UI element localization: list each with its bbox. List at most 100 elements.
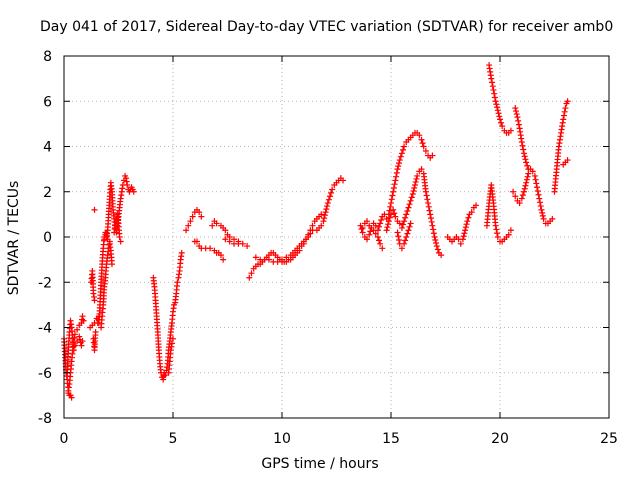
data-point — [518, 138, 525, 145]
data-point — [399, 146, 406, 153]
data-point — [401, 143, 408, 150]
data-point — [516, 200, 523, 207]
data-point — [108, 261, 115, 268]
data-point — [499, 123, 506, 130]
data-point — [364, 218, 371, 225]
data-point — [395, 237, 402, 244]
data-point — [274, 258, 281, 265]
data-points — [61, 62, 571, 401]
data-point — [427, 215, 434, 222]
data-point — [520, 146, 527, 153]
data-point — [70, 347, 77, 354]
data-point — [429, 152, 436, 159]
data-point — [461, 230, 468, 237]
data-point — [407, 197, 414, 204]
data-point — [431, 234, 438, 240]
x-axis-label: GPS time / hours — [261, 456, 379, 472]
data-point — [398, 150, 405, 157]
data-point — [561, 108, 568, 115]
y-tick-label: -4 — [38, 321, 52, 337]
data-point — [462, 227, 469, 234]
data-point — [162, 372, 169, 379]
data-point — [491, 90, 498, 97]
data-point — [430, 226, 437, 233]
data-point — [198, 213, 205, 220]
data-point — [416, 132, 423, 139]
data-point — [409, 191, 416, 198]
data-point — [386, 207, 393, 214]
data-point — [396, 220, 403, 227]
data-point — [329, 186, 336, 193]
data-point — [404, 207, 411, 214]
data-point — [399, 221, 406, 228]
data-point — [168, 340, 175, 347]
data-point — [393, 173, 400, 180]
y-tick-label: 2 — [43, 185, 52, 201]
data-point — [523, 176, 530, 183]
data-point — [514, 114, 521, 121]
data-point — [529, 168, 536, 175]
data-point — [426, 207, 433, 214]
data-point — [523, 179, 530, 186]
y-axis-label: SDTVAR / TECUs — [6, 180, 22, 296]
data-point — [512, 105, 519, 112]
data-point — [358, 226, 365, 233]
data-point — [244, 243, 251, 250]
data-point — [398, 224, 405, 231]
data-point — [325, 196, 332, 203]
data-point — [423, 192, 430, 199]
data-point — [512, 193, 519, 200]
data-point — [91, 297, 98, 304]
data-point — [91, 206, 98, 213]
data-point — [74, 326, 81, 333]
data-point — [222, 236, 229, 243]
data-point — [377, 240, 384, 247]
data-point — [493, 226, 500, 233]
data-point — [366, 231, 373, 238]
data-point — [379, 245, 386, 252]
data-point — [395, 233, 402, 240]
data-point — [372, 230, 379, 237]
data-point — [464, 218, 471, 225]
data-point — [390, 184, 397, 191]
data-point — [497, 116, 503, 123]
x-tick-label: 0 — [60, 431, 69, 447]
data-point — [411, 181, 418, 188]
data-point — [520, 188, 527, 195]
y-tick-label: -2 — [38, 275, 52, 291]
y-tick-label: 0 — [43, 230, 52, 246]
data-point — [383, 227, 390, 234]
data-point — [428, 218, 435, 225]
data-point — [183, 227, 190, 234]
data-point — [80, 317, 87, 324]
data-point — [68, 394, 75, 401]
data-point — [419, 140, 426, 147]
data-point — [79, 338, 86, 345]
data-point — [395, 160, 402, 167]
data-point — [505, 231, 512, 238]
data-point — [536, 195, 543, 202]
data-point — [410, 187, 417, 194]
data-point — [307, 230, 314, 237]
data-point — [394, 166, 401, 173]
data-point — [532, 176, 539, 183]
data-point — [385, 221, 392, 228]
data-point — [326, 193, 333, 200]
data-point — [193, 238, 200, 245]
data-point — [494, 230, 501, 237]
data-point — [494, 104, 501, 111]
data-point — [370, 227, 377, 234]
data-point — [372, 222, 379, 229]
data-point — [425, 203, 432, 210]
data-point — [524, 173, 531, 180]
data-point — [518, 195, 525, 202]
data-point — [404, 230, 411, 237]
data-point — [377, 220, 384, 227]
data-point — [433, 243, 440, 250]
data-point — [378, 217, 385, 224]
data-point — [513, 111, 520, 118]
data-point — [76, 333, 83, 340]
data-point — [522, 182, 529, 189]
data-point — [533, 180, 540, 187]
y-tick-label: -6 — [38, 366, 52, 382]
